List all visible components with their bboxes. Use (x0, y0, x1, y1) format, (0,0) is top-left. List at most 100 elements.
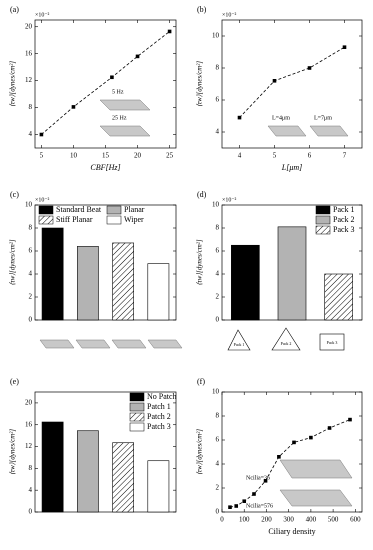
category-label: Pack 1 (234, 342, 245, 347)
legend-swatch (315, 215, 331, 225)
y-axis-label: ⟨τw⟩[dynes/cm²] (196, 239, 204, 286)
panel-label: (e) (10, 377, 19, 386)
bar (41, 227, 64, 321)
marker (167, 29, 172, 34)
y-tick-label: 16 (25, 49, 33, 57)
y-tick-label: 4 (29, 270, 33, 278)
x-tick-label: 400 (306, 516, 317, 524)
y-tick-label: 2 (216, 293, 220, 301)
category-label: Pack 3 (327, 340, 338, 345)
y-axis-label: ⟨τw⟩[dynes/cm²] (196, 429, 204, 476)
y-tick-label: 12 (25, 76, 33, 84)
y-axis-label: ⟨τw⟩[dynes/cm²] (196, 61, 204, 108)
marker (228, 505, 232, 509)
legend-swatch (129, 412, 145, 422)
bar (112, 242, 135, 321)
y-tick-label: 0 (216, 316, 220, 324)
y-tick-label: 0 (29, 316, 33, 324)
x-axis-label: Ciliary density (268, 527, 315, 536)
y-tick-label: 6 (216, 436, 220, 444)
y-axis-label: ⟨τw⟩[dynes/cm²] (9, 429, 17, 476)
y-tick-label: 6 (29, 247, 33, 255)
line (41, 31, 170, 135)
x-tick-label: 5 (273, 152, 277, 160)
x-tick-label: 500 (328, 516, 339, 524)
bar (147, 263, 170, 321)
bar (147, 460, 170, 513)
marker (342, 45, 347, 49)
legend-swatch (38, 205, 54, 215)
annotation: Ncilia=576 (246, 503, 273, 509)
legend-label: Pack 1 (333, 205, 355, 214)
legend-swatch (315, 205, 331, 215)
marker (309, 435, 313, 440)
y-tick-label: 2 (29, 293, 33, 301)
legend-swatch (38, 215, 54, 225)
y-tick-label: 20 (25, 22, 33, 30)
y-tick-label: 6 (216, 247, 220, 255)
marker (110, 75, 114, 80)
annotation: L=7μm (314, 115, 332, 121)
x-tick-label: 10 (70, 152, 78, 160)
panel-label: (c) (10, 190, 19, 199)
marker (272, 79, 277, 83)
y-tick-label: 4 (29, 486, 33, 494)
y-tick-label: 8 (216, 412, 220, 420)
multiplier: ×10⁻² (35, 197, 50, 203)
marker (277, 455, 281, 459)
y-tick-label: 10 (212, 201, 220, 209)
legend-label: Standard Beat (56, 205, 102, 214)
legend-swatch (106, 215, 122, 225)
bar (41, 421, 64, 513)
x-tick-label: 25 (166, 152, 174, 160)
marker (135, 54, 140, 59)
legend-swatch (315, 225, 331, 235)
line (229, 419, 351, 508)
y-tick-label: 10 (25, 201, 33, 209)
x-tick-label: 20 (134, 152, 142, 160)
x-tick-label: 300 (283, 516, 294, 524)
bar (77, 246, 99, 321)
annotation: 5 Hz (112, 89, 124, 95)
x-tick-label: 5 (40, 152, 44, 160)
line (239, 46, 345, 118)
annotation: Ncilia=36 (246, 475, 270, 481)
bar (112, 442, 135, 513)
marker (307, 66, 312, 70)
category-label: Pack 2 (281, 341, 292, 346)
x-axis-label: CBF[Hz] (90, 163, 120, 172)
legend-swatch (129, 422, 145, 432)
panel-label: (f) (197, 377, 205, 386)
marker (252, 492, 256, 496)
marker (348, 417, 352, 422)
x-tick-label: 15 (102, 152, 110, 160)
marker (71, 105, 76, 109)
x-tick-label: 200 (261, 516, 272, 524)
x-tick-label: 4 (238, 152, 242, 160)
panel-label: (d) (197, 190, 207, 199)
x-axis-label: L[μm] (281, 163, 302, 172)
marker (263, 479, 268, 483)
marker (292, 440, 296, 445)
y-tick-label: 6 (216, 96, 220, 104)
y-tick-label: 20 (25, 399, 33, 407)
legend-label: Stiff Planar (56, 215, 93, 224)
marker (242, 499, 247, 503)
legend-label: No Patch (147, 392, 177, 401)
panel-label: (b) (197, 5, 207, 14)
marker (327, 426, 332, 430)
y-tick-label: 12 (25, 442, 33, 450)
panel-label: (a) (10, 5, 19, 14)
x-tick-label: 600 (350, 516, 361, 524)
bar (77, 430, 99, 513)
marker (237, 115, 242, 120)
x-tick-label: 0 (220, 516, 224, 524)
y-axis-label: ⟨τw⟩[dynes/cm²] (9, 239, 17, 286)
annotation: L=4μm (272, 115, 290, 121)
annotation: 25 Hz (112, 115, 127, 121)
bar (231, 244, 260, 321)
multiplier: ×10⁻² (222, 197, 237, 203)
bar (277, 226, 307, 321)
marker (39, 132, 44, 137)
y-tick-label: 8 (29, 464, 33, 472)
